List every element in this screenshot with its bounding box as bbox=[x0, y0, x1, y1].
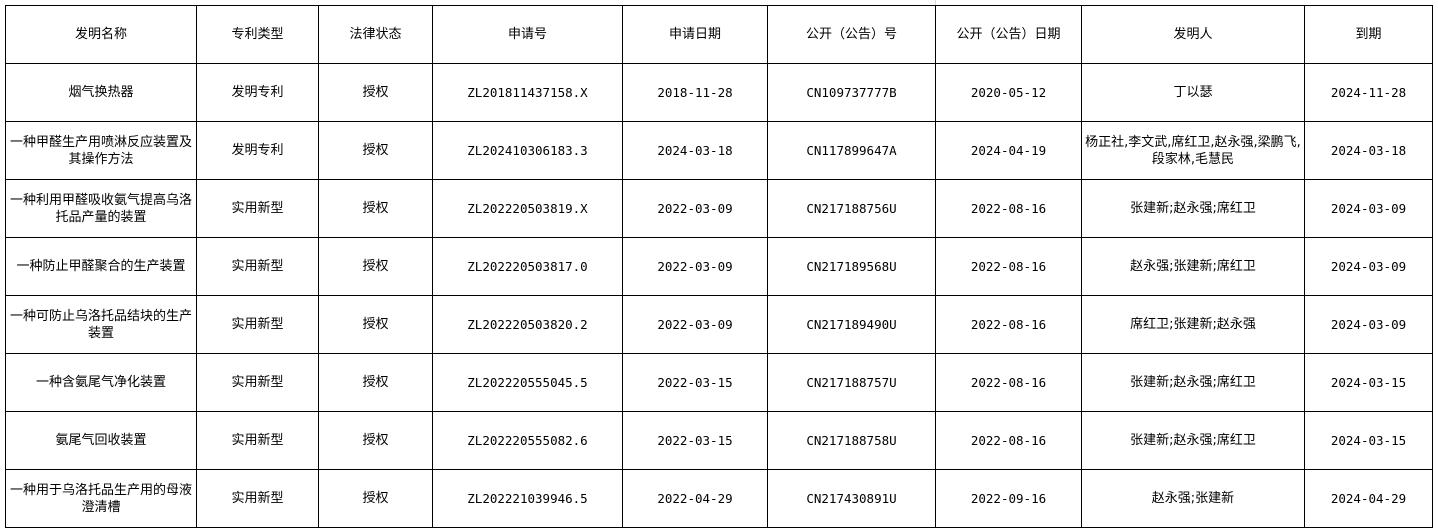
cell-application-number[interactable]: ZL202221039946.5 bbox=[432, 469, 623, 528]
cell-application-number[interactable]: ZL202220555045.5 bbox=[432, 353, 623, 412]
cell-patent-type[interactable]: 实用新型 bbox=[196, 237, 319, 296]
cell-expiry[interactable]: 2024-03-09 bbox=[1304, 179, 1433, 238]
cell-expiry[interactable]: 2024-03-09 bbox=[1304, 295, 1433, 354]
cell-invention-name[interactable]: 一种甲醛生产用喷淋反应装置及其操作方法 bbox=[5, 121, 197, 180]
header-publication-date[interactable]: 公开（公告）日期 bbox=[935, 5, 1082, 64]
cell-expiry[interactable]: 2024-04-29 bbox=[1304, 469, 1433, 528]
cell-inventors[interactable]: 赵永强;张建新;席红卫 bbox=[1081, 237, 1305, 296]
cell-publication-date[interactable]: 2022-08-16 bbox=[935, 295, 1082, 354]
patent-table: 发明名称 专利类型 法律状态 申请号 申请日期 公开（公告）号 公开（公告）日期 发明人 到期 … bbox=[5, 5, 1433, 528]
cell-publication-number[interactable]: CN217189490U bbox=[767, 295, 936, 354]
cell-application-number[interactable]: ZL202220555082.6 bbox=[432, 411, 623, 470]
cell-patent-type[interactable]: 实用新型 bbox=[196, 353, 319, 412]
cell-application-number[interactable]: ZL201811437158.X bbox=[432, 63, 623, 122]
cell-application-date[interactable]: 2022-03-09 bbox=[622, 295, 768, 354]
cell-application-number[interactable]: ZL202220503817.0 bbox=[432, 237, 623, 296]
cell-application-date[interactable]: 2022-03-09 bbox=[622, 179, 768, 238]
cell-inventors[interactable]: 张建新;赵永强;席红卫 bbox=[1081, 353, 1305, 412]
cell-expiry[interactable]: 2024-03-09 bbox=[1304, 237, 1433, 296]
table-row: 一种用于乌洛托品生产用的母液澄清槽 实用新型 授权 ZL202221039946.5 2… bbox=[5, 469, 1433, 528]
cell-publication-date[interactable]: 2022-08-16 bbox=[935, 179, 1082, 238]
cell-application-date[interactable]: 2022-04-29 bbox=[622, 469, 768, 528]
cell-application-date[interactable]: 2022-03-15 bbox=[622, 411, 768, 470]
cell-expiry[interactable]: 2024-11-28 bbox=[1304, 63, 1433, 122]
cell-publication-date[interactable]: 2024-04-19 bbox=[935, 121, 1082, 180]
cell-application-date[interactable]: 2022-03-09 bbox=[622, 237, 768, 296]
gridline bbox=[935, 0, 936, 5]
header-inventors[interactable]: 发明人 bbox=[1081, 5, 1305, 64]
cell-invention-name[interactable]: 一种防止甲醛聚合的生产装置 bbox=[5, 237, 197, 296]
cell-publication-number[interactable]: CN217188757U bbox=[767, 353, 936, 412]
cell-inventors[interactable]: 席红卫;张建新;赵永强 bbox=[1081, 295, 1305, 354]
cell-publication-number[interactable]: CN217189568U bbox=[767, 237, 936, 296]
cell-publication-date[interactable]: 2020-05-12 bbox=[935, 63, 1082, 122]
cell-patent-type[interactable]: 实用新型 bbox=[196, 469, 319, 528]
table-row: 一种含氨尾气净化装置 实用新型 授权 ZL202220555045.5 2022-03-… bbox=[5, 353, 1433, 412]
cell-application-number[interactable]: ZL202220503819.X bbox=[432, 179, 623, 238]
cell-expiry[interactable]: 2024-03-15 bbox=[1304, 353, 1433, 412]
cell-publication-date[interactable]: 2022-08-16 bbox=[935, 237, 1082, 296]
header-invention-name[interactable]: 发明名称 bbox=[5, 5, 197, 64]
header-legal-status[interactable]: 法律状态 bbox=[318, 5, 433, 64]
cell-inventors[interactable]: 丁以瑟 bbox=[1081, 63, 1305, 122]
cell-expiry[interactable]: 2024-03-15 bbox=[1304, 411, 1433, 470]
cell-patent-type[interactable]: 发明专利 bbox=[196, 63, 319, 122]
cell-application-number[interactable]: ZL202410306183.3 bbox=[432, 121, 623, 180]
cell-inventors[interactable]: 赵永强;张建新 bbox=[1081, 469, 1305, 528]
cell-patent-type[interactable]: 实用新型 bbox=[196, 179, 319, 238]
cell-publication-number[interactable]: CN109737777B bbox=[767, 63, 936, 122]
cell-expiry[interactable]: 2024-03-18 bbox=[1304, 121, 1433, 180]
table-row: 一种防止甲醛聚合的生产装置 实用新型 授权 ZL202220503817.0 2022-… bbox=[5, 237, 1433, 296]
cell-inventors[interactable]: 杨正社,李文武,席红卫,赵永强,梁鹏飞,段家林,毛慧民 bbox=[1081, 121, 1305, 180]
cell-publication-number[interactable]: CN117899647A bbox=[767, 121, 936, 180]
header-application-number[interactable]: 申请号 bbox=[432, 5, 623, 64]
cell-legal-status[interactable]: 授权 bbox=[318, 295, 433, 354]
table-row: 一种甲醛生产用喷淋反应装置及其操作方法 发明专利 授权 ZL202410306183.… bbox=[5, 121, 1433, 180]
cell-application-date[interactable]: 2024-03-18 bbox=[622, 121, 768, 180]
header-application-date[interactable]: 申请日期 bbox=[622, 5, 768, 64]
cell-patent-type[interactable]: 实用新型 bbox=[196, 295, 319, 354]
cell-invention-name[interactable]: 一种用于乌洛托品生产用的母液澄清槽 bbox=[5, 469, 197, 528]
cell-legal-status[interactable]: 授权 bbox=[318, 469, 433, 528]
cell-inventors[interactable]: 张建新;赵永强;席红卫 bbox=[1081, 179, 1305, 238]
cell-legal-status[interactable]: 授权 bbox=[318, 63, 433, 122]
cell-publication-date[interactable]: 2022-08-16 bbox=[935, 353, 1082, 412]
cell-legal-status[interactable]: 授权 bbox=[318, 237, 433, 296]
cell-invention-name[interactable]: 一种可防止乌洛托品结块的生产装置 bbox=[5, 295, 197, 354]
cell-patent-type[interactable]: 发明专利 bbox=[196, 121, 319, 180]
cell-publication-date[interactable]: 2022-08-16 bbox=[935, 411, 1082, 470]
header-expiry[interactable]: 到期 bbox=[1304, 5, 1433, 64]
header-patent-type[interactable]: 专利类型 bbox=[196, 5, 319, 64]
cell-publication-number[interactable]: CN217188756U bbox=[767, 179, 936, 238]
cell-publication-number[interactable]: CN217188758U bbox=[767, 411, 936, 470]
header-publication-number[interactable]: 公开（公告）号 bbox=[767, 5, 936, 64]
cell-publication-date[interactable]: 2022-09-16 bbox=[935, 469, 1082, 528]
cell-application-date[interactable]: 2018-11-28 bbox=[622, 63, 768, 122]
cell-legal-status[interactable]: 授权 bbox=[318, 353, 433, 412]
table-row: 氨尾气回收装置 实用新型 授权 ZL202220555082.6 2022-03-15 C… bbox=[5, 411, 1433, 470]
cell-legal-status[interactable]: 授权 bbox=[318, 121, 433, 180]
header-row: 发明名称 专利类型 法律状态 申请号 申请日期 公开（公告）号 公开（公告）日期 发明人 到期 bbox=[5, 5, 1433, 64]
table-row: 烟气换热器 发明专利 授权 ZL201811437158.X 2018-11-28 CN1… bbox=[5, 63, 1433, 122]
cell-invention-name[interactable]: 一种利用甲醛吸收氨气提高乌洛托品产量的装置 bbox=[5, 179, 197, 238]
cell-inventors[interactable]: 张建新;赵永强;席红卫 bbox=[1081, 411, 1305, 470]
cell-application-date[interactable]: 2022-03-15 bbox=[622, 353, 768, 412]
table-row: 一种可防止乌洛托品结块的生产装置 实用新型 授权 ZL202220503820.2 20… bbox=[5, 295, 1433, 354]
cell-publication-number[interactable]: CN217430891U bbox=[767, 469, 936, 528]
table-row: 一种利用甲醛吸收氨气提高乌洛托品产量的装置 实用新型 授权 ZL20222050381… bbox=[5, 179, 1433, 238]
cell-legal-status[interactable]: 授权 bbox=[318, 411, 433, 470]
cell-invention-name[interactable]: 氨尾气回收装置 bbox=[5, 411, 197, 470]
cell-application-number[interactable]: ZL202220503820.2 bbox=[432, 295, 623, 354]
cell-legal-status[interactable]: 授权 bbox=[318, 179, 433, 238]
cell-patent-type[interactable]: 实用新型 bbox=[196, 411, 319, 470]
cell-invention-name[interactable]: 一种含氨尾气净化装置 bbox=[5, 353, 197, 412]
cell-invention-name[interactable]: 烟气换热器 bbox=[5, 63, 197, 122]
